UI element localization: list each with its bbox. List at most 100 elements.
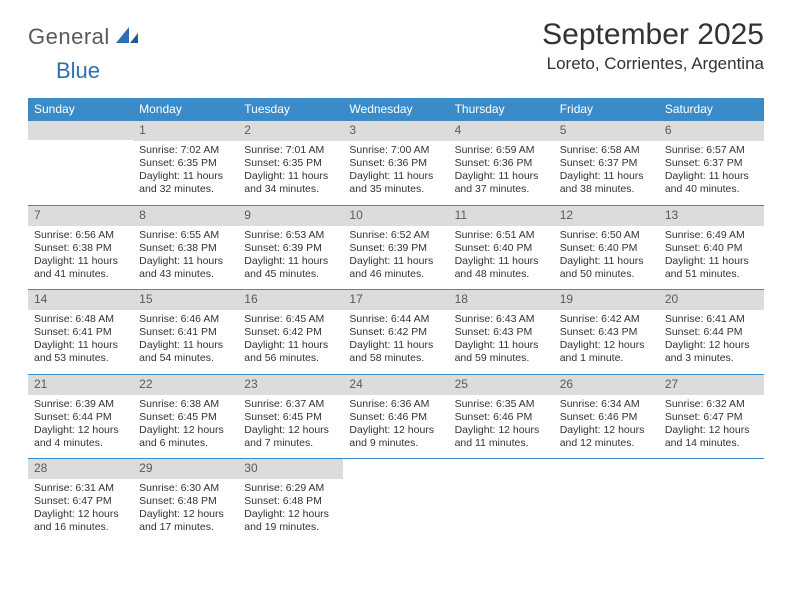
cell-body: Sunrise: 6:55 AMSunset: 6:38 PMDaylight:… (133, 226, 238, 290)
sunrise-text: Sunrise: 6:59 AM (455, 144, 548, 157)
day-header-sat: Saturday (659, 98, 764, 121)
calendar-cell: 25Sunrise: 6:35 AMSunset: 6:46 PMDayligh… (449, 375, 554, 459)
calendar-cell: 29Sunrise: 6:30 AMSunset: 6:48 PMDayligh… (133, 459, 238, 543)
sunset-text: Sunset: 6:41 PM (34, 326, 127, 339)
sunset-text: Sunset: 6:43 PM (560, 326, 653, 339)
calendar-cell: 1Sunrise: 7:02 AMSunset: 6:35 PMDaylight… (133, 121, 238, 205)
date-number: 22 (133, 375, 238, 395)
daylight-text: Daylight: 12 hours and 11 minutes. (455, 424, 548, 450)
day-header-tue: Tuesday (238, 98, 343, 121)
week-row: 1Sunrise: 7:02 AMSunset: 6:35 PMDaylight… (28, 121, 764, 206)
sunrise-text: Sunrise: 7:01 AM (244, 144, 337, 157)
daylight-text: Daylight: 12 hours and 12 minutes. (560, 424, 653, 450)
calendar-cell (28, 121, 133, 205)
date-number: 21 (28, 375, 133, 395)
date-number: 9 (238, 206, 343, 226)
daylight-text: Daylight: 12 hours and 17 minutes. (139, 508, 232, 534)
date-number: 30 (238, 459, 343, 479)
cell-body: Sunrise: 6:48 AMSunset: 6:41 PMDaylight:… (28, 310, 133, 374)
sunrise-text: Sunrise: 6:36 AM (349, 398, 442, 411)
calendar-cell: 22Sunrise: 6:38 AMSunset: 6:45 PMDayligh… (133, 375, 238, 459)
sunset-text: Sunset: 6:35 PM (139, 157, 232, 170)
sunrise-text: Sunrise: 6:44 AM (349, 313, 442, 326)
sunset-text: Sunset: 6:46 PM (349, 411, 442, 424)
cell-body: Sunrise: 7:02 AMSunset: 6:35 PMDaylight:… (133, 141, 238, 205)
calendar-cell: 11Sunrise: 6:51 AMSunset: 6:40 PMDayligh… (449, 206, 554, 290)
cell-body: Sunrise: 6:49 AMSunset: 6:40 PMDaylight:… (659, 226, 764, 290)
date-number: 27 (659, 375, 764, 395)
logo-text-main: General (28, 24, 110, 50)
sunrise-text: Sunrise: 6:34 AM (560, 398, 653, 411)
sunset-text: Sunset: 6:48 PM (244, 495, 337, 508)
date-number: 23 (238, 375, 343, 395)
sunrise-text: Sunrise: 7:00 AM (349, 144, 442, 157)
sunrise-text: Sunrise: 6:42 AM (560, 313, 653, 326)
daylight-text: Daylight: 12 hours and 4 minutes. (34, 424, 127, 450)
date-number: 26 (554, 375, 659, 395)
calendar-cell: 20Sunrise: 6:41 AMSunset: 6:44 PMDayligh… (659, 290, 764, 374)
month-title: September 2025 (542, 18, 764, 52)
sunset-text: Sunset: 6:40 PM (665, 242, 758, 255)
cell-body: Sunrise: 6:31 AMSunset: 6:47 PMDaylight:… (28, 479, 133, 543)
sunrise-text: Sunrise: 6:46 AM (139, 313, 232, 326)
cell-body: Sunrise: 6:29 AMSunset: 6:48 PMDaylight:… (238, 479, 343, 543)
sunrise-text: Sunrise: 6:52 AM (349, 229, 442, 242)
title-block: September 2025 Loreto, Corrientes, Argen… (542, 18, 764, 74)
daylight-text: Daylight: 11 hours and 59 minutes. (455, 339, 548, 365)
sunset-text: Sunset: 6:44 PM (34, 411, 127, 424)
daylight-text: Daylight: 11 hours and 54 minutes. (139, 339, 232, 365)
daylight-text: Daylight: 11 hours and 45 minutes. (244, 255, 337, 281)
calendar-cell (659, 459, 764, 543)
sunset-text: Sunset: 6:47 PM (34, 495, 127, 508)
calendar-cell: 10Sunrise: 6:52 AMSunset: 6:39 PMDayligh… (343, 206, 448, 290)
logo-text-accent: Blue (56, 58, 100, 84)
sunset-text: Sunset: 6:38 PM (34, 242, 127, 255)
location: Loreto, Corrientes, Argentina (542, 54, 764, 74)
calendar-cell: 17Sunrise: 6:44 AMSunset: 6:42 PMDayligh… (343, 290, 448, 374)
date-number: 19 (554, 290, 659, 310)
cell-body: Sunrise: 6:56 AMSunset: 6:38 PMDaylight:… (28, 226, 133, 290)
sunrise-text: Sunrise: 6:43 AM (455, 313, 548, 326)
date-number: 2 (238, 121, 343, 141)
calendar-cell: 27Sunrise: 6:32 AMSunset: 6:47 PMDayligh… (659, 375, 764, 459)
date-number: 25 (449, 375, 554, 395)
day-header-mon: Monday (133, 98, 238, 121)
daylight-text: Daylight: 11 hours and 46 minutes. (349, 255, 442, 281)
sunrise-text: Sunrise: 6:37 AM (244, 398, 337, 411)
cell-body: Sunrise: 6:35 AMSunset: 6:46 PMDaylight:… (449, 395, 554, 459)
sunset-text: Sunset: 6:45 PM (244, 411, 337, 424)
day-header-row: Sunday Monday Tuesday Wednesday Thursday… (28, 98, 764, 121)
week-row: 28Sunrise: 6:31 AMSunset: 6:47 PMDayligh… (28, 459, 764, 543)
calendar-cell: 7Sunrise: 6:56 AMSunset: 6:38 PMDaylight… (28, 206, 133, 290)
sunset-text: Sunset: 6:48 PM (139, 495, 232, 508)
week-row: 14Sunrise: 6:48 AMSunset: 6:41 PMDayligh… (28, 290, 764, 375)
sunset-text: Sunset: 6:42 PM (244, 326, 337, 339)
date-number (28, 121, 133, 140)
daylight-text: Daylight: 12 hours and 7 minutes. (244, 424, 337, 450)
sunset-text: Sunset: 6:38 PM (139, 242, 232, 255)
sunrise-text: Sunrise: 6:49 AM (665, 229, 758, 242)
sunset-text: Sunset: 6:40 PM (560, 242, 653, 255)
daylight-text: Daylight: 11 hours and 37 minutes. (455, 170, 548, 196)
daylight-text: Daylight: 12 hours and 9 minutes. (349, 424, 442, 450)
calendar-cell: 15Sunrise: 6:46 AMSunset: 6:41 PMDayligh… (133, 290, 238, 374)
calendar-cell: 16Sunrise: 6:45 AMSunset: 6:42 PMDayligh… (238, 290, 343, 374)
cell-body: Sunrise: 6:37 AMSunset: 6:45 PMDaylight:… (238, 395, 343, 459)
calendar-cell: 5Sunrise: 6:58 AMSunset: 6:37 PMDaylight… (554, 121, 659, 205)
day-header-thu: Thursday (449, 98, 554, 121)
date-number: 15 (133, 290, 238, 310)
calendar-cell (449, 459, 554, 543)
daylight-text: Daylight: 12 hours and 14 minutes. (665, 424, 758, 450)
sunset-text: Sunset: 6:36 PM (349, 157, 442, 170)
date-number: 1 (133, 121, 238, 141)
cell-body: Sunrise: 6:34 AMSunset: 6:46 PMDaylight:… (554, 395, 659, 459)
daylight-text: Daylight: 11 hours and 58 minutes. (349, 339, 442, 365)
date-number: 29 (133, 459, 238, 479)
daylight-text: Daylight: 12 hours and 19 minutes. (244, 508, 337, 534)
cell-body: Sunrise: 7:01 AMSunset: 6:35 PMDaylight:… (238, 141, 343, 205)
date-number: 10 (343, 206, 448, 226)
cell-body (28, 140, 133, 151)
calendar-cell: 19Sunrise: 6:42 AMSunset: 6:43 PMDayligh… (554, 290, 659, 374)
sunrise-text: Sunrise: 6:39 AM (34, 398, 127, 411)
daylight-text: Daylight: 11 hours and 50 minutes. (560, 255, 653, 281)
